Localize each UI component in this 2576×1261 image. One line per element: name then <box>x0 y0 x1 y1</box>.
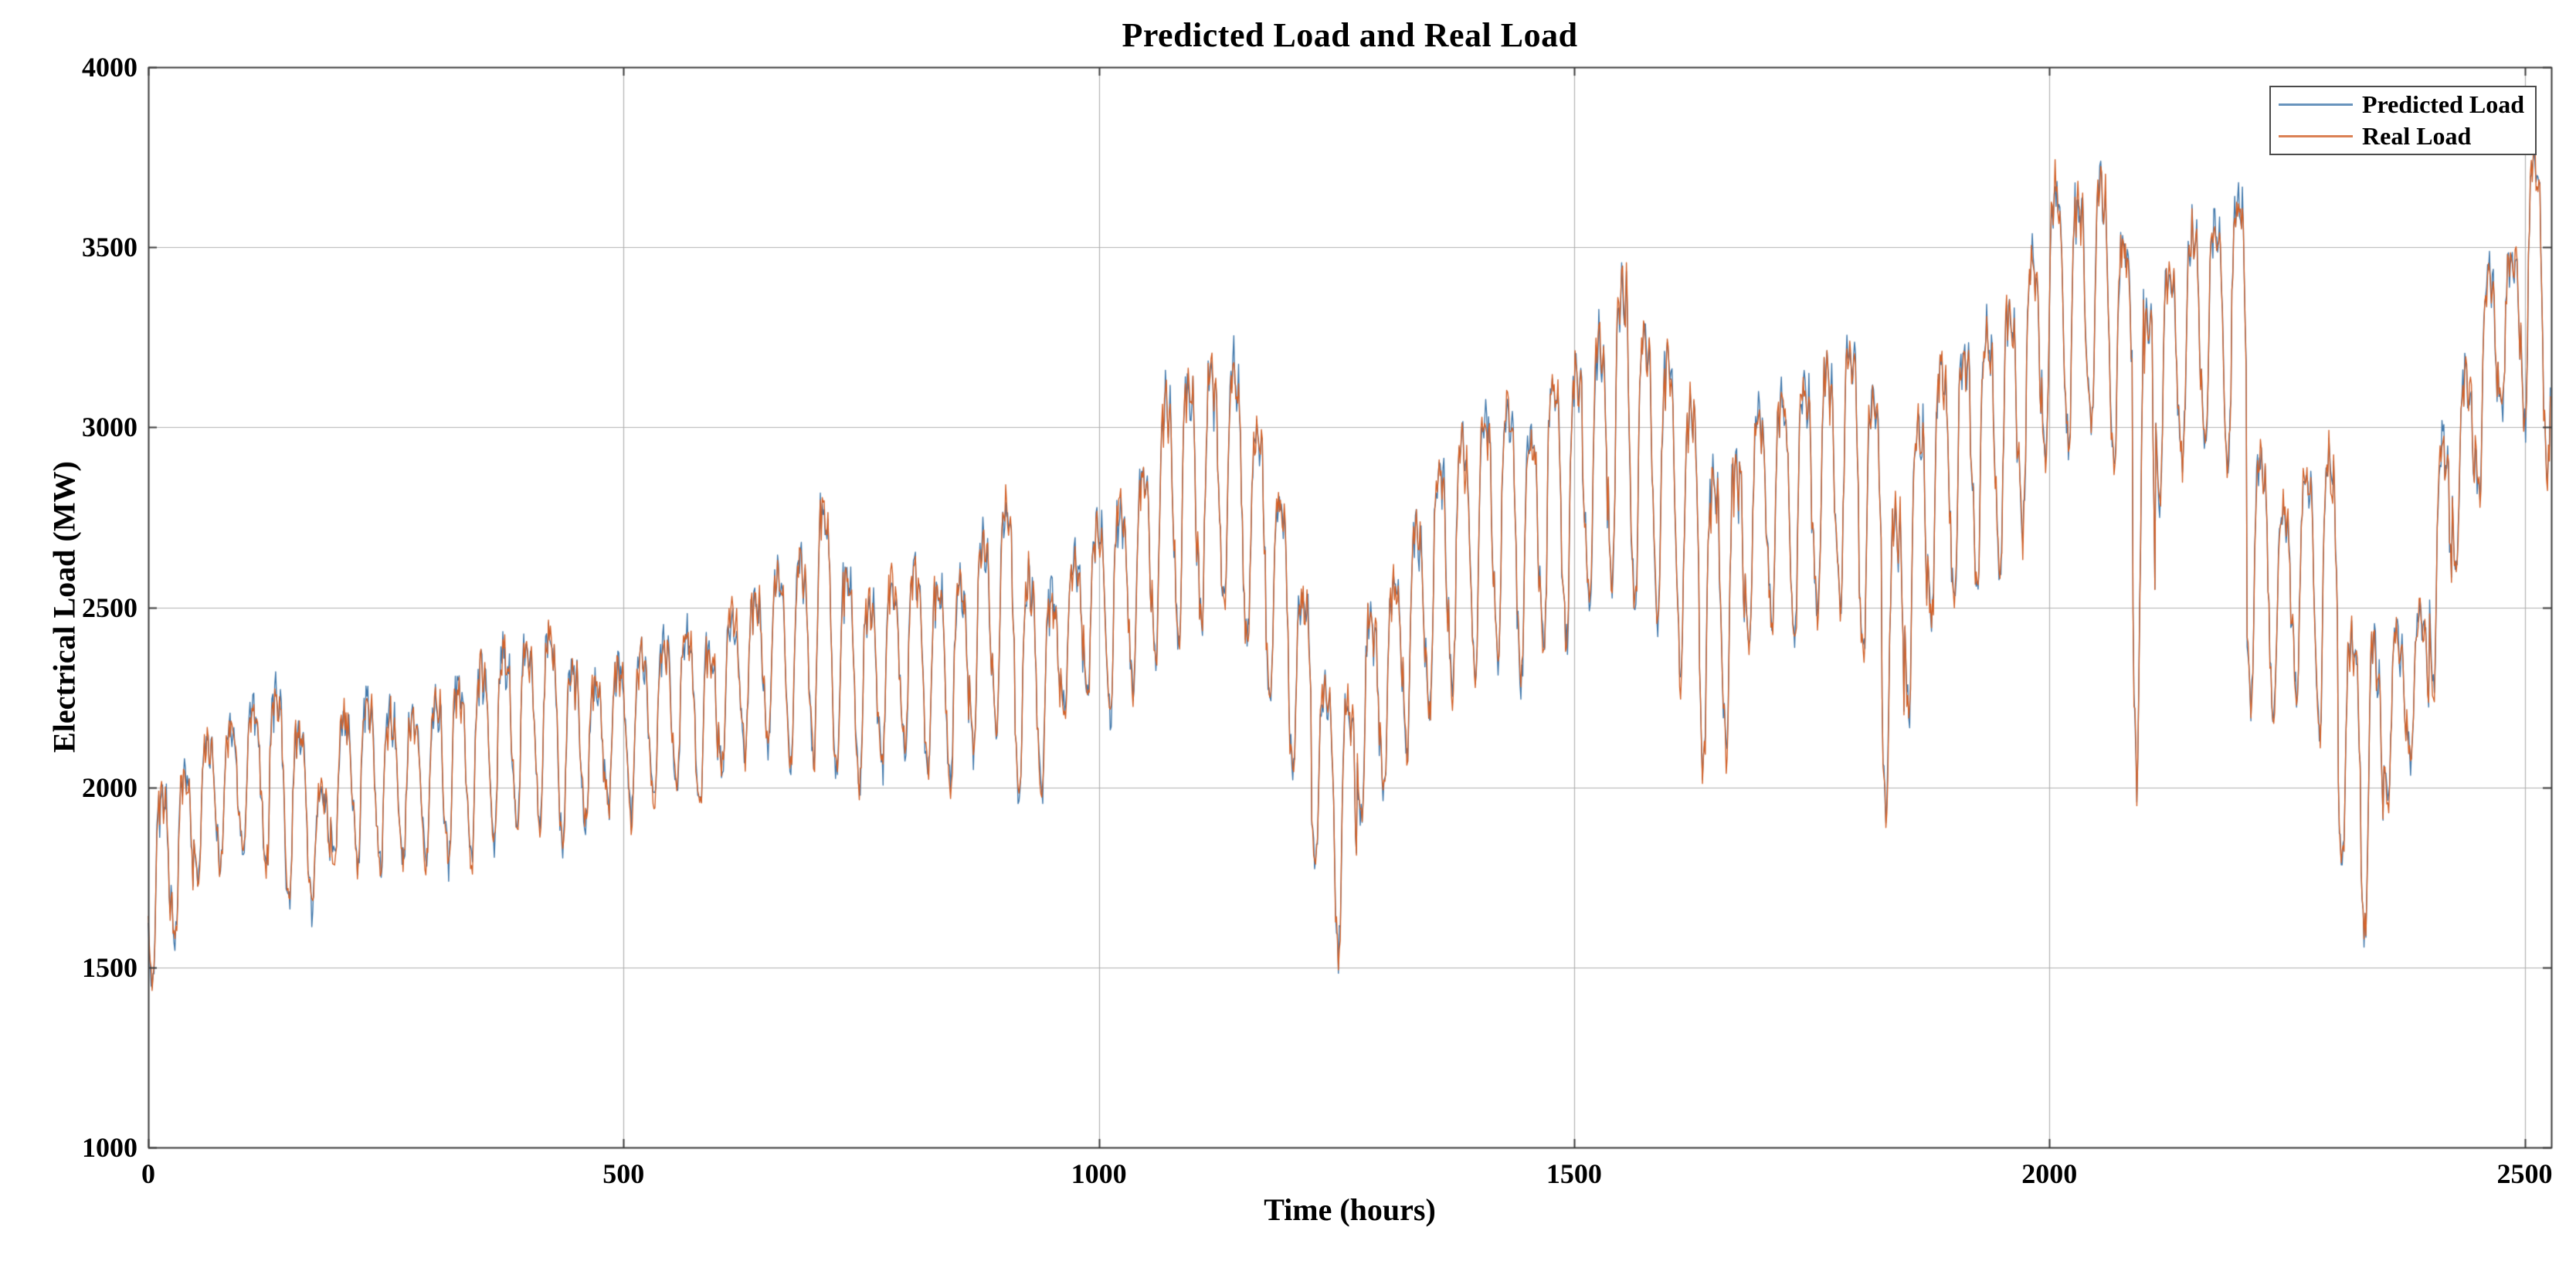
x-axis-label: Time (hours) <box>1264 1192 1436 1227</box>
legend-item-real: Real Load <box>2279 122 2535 151</box>
y-tick-label: 3000 <box>82 412 137 443</box>
x-tick-label: 0 <box>141 1158 155 1189</box>
x-tick-label: 2500 <box>2496 1158 2553 1189</box>
x-tick-label: 500 <box>602 1158 645 1189</box>
y-tick-label: 2000 <box>82 771 137 803</box>
real-load-line-sample <box>2279 135 2353 137</box>
predicted-load-line-sample <box>2279 103 2353 106</box>
legend-label-real: Real Load <box>2362 122 2472 150</box>
legend-item-predicted: Predicted Load <box>2279 90 2535 119</box>
y-tick-label: 3500 <box>82 232 137 263</box>
legend-label-predicted: Predicted Load <box>2362 90 2525 118</box>
y-tick-label: 1000 <box>82 1132 137 1163</box>
chart-title: Predicted Load and Real Load <box>1122 16 1578 54</box>
y-tick-label: 1500 <box>82 951 137 983</box>
y-tick-label: 2500 <box>82 592 137 623</box>
x-tick-label: 1500 <box>1546 1158 1602 1189</box>
x-tick-label: 1000 <box>1071 1158 1127 1189</box>
legend: Predicted Load Real Load <box>2269 86 2537 155</box>
y-tick-label: 4000 <box>82 52 137 83</box>
x-tick-label: 2000 <box>2021 1158 2078 1189</box>
